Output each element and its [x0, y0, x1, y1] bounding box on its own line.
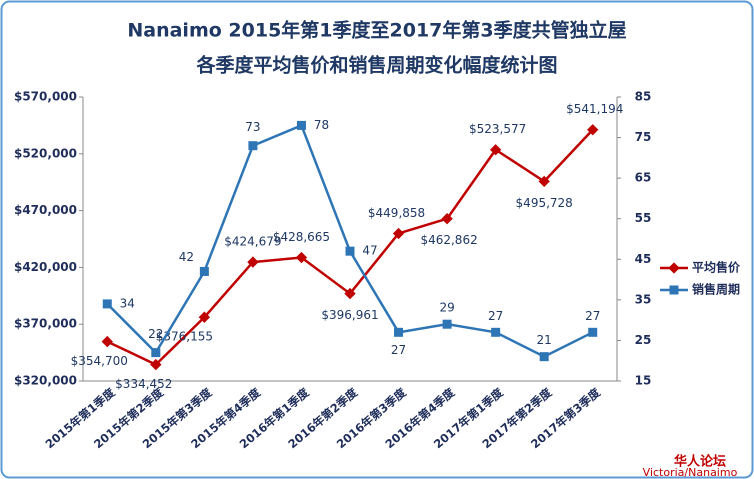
marker [588, 327, 598, 337]
chart-title: Nanaimo 2015年第1季度至2017年第3季度共管独立屋 [127, 19, 626, 42]
value-label: 29 [439, 301, 454, 315]
legend-label: 销售周期 [692, 282, 740, 297]
value-label: $449,858 [368, 206, 425, 220]
marker [247, 256, 259, 268]
marker [248, 141, 258, 151]
value-label: 42 [179, 250, 194, 264]
value-label: $376,155 [156, 330, 213, 344]
logo-text: 华人论坛 [674, 454, 726, 470]
value-label: $396,961 [321, 308, 378, 322]
marker [394, 327, 404, 337]
y2-tick-label: 35 [635, 292, 652, 306]
legend-marker [669, 285, 679, 295]
value-label: 78 [314, 118, 329, 132]
y-tick-label: $570,000 [14, 90, 77, 104]
value-label: 47 [362, 244, 377, 258]
y-tick-label: $520,000 [14, 146, 77, 160]
legend-marker [668, 262, 680, 274]
y2-tick-label: 15 [635, 374, 652, 388]
value-label: 34 [120, 296, 135, 310]
marker [344, 287, 356, 300]
value-label: $462,862 [420, 233, 477, 247]
value-label: $495,728 [516, 196, 573, 210]
marker [538, 175, 550, 188]
value-label: 27 [391, 343, 406, 357]
marker [489, 144, 502, 156]
y2-tick-label: 45 [635, 252, 652, 266]
y-tick-label: $420,000 [14, 260, 77, 274]
value-label: 27 [585, 309, 600, 323]
value-label: 22 [148, 327, 163, 341]
y2-tick-label: 85 [635, 90, 652, 104]
value-label: $541,194 [566, 102, 623, 116]
value-label: $354,700 [71, 354, 128, 368]
marker [151, 348, 161, 358]
logo-subtext: Victoria/Nanaimo [643, 466, 738, 479]
marker [345, 246, 355, 256]
y2-tick-label: 75 [635, 130, 652, 144]
marker [441, 213, 453, 225]
y2-tick-label: 65 [635, 171, 652, 185]
marker [198, 311, 211, 323]
marker [199, 266, 209, 276]
value-label: 27 [488, 309, 503, 323]
marker [491, 327, 501, 337]
value-label: 73 [245, 120, 260, 134]
marker [296, 120, 306, 130]
y2-tick-label: 55 [635, 211, 652, 225]
y-tick-label: $470,000 [14, 203, 77, 217]
legend-label: 平均售价 [692, 260, 741, 275]
marker [442, 319, 452, 329]
y-tick-label: $370,000 [14, 317, 77, 331]
y2-tick-label: 25 [635, 333, 652, 347]
value-label: $428,665 [273, 230, 330, 244]
value-label: $523,577 [469, 122, 526, 136]
marker [150, 358, 162, 371]
y-tick-label: $320,000 [14, 374, 77, 388]
marker [539, 352, 549, 362]
chart-subtitle: 各季度平均售价和销售周期变化幅度统计图 [195, 54, 557, 77]
value-label: 21 [537, 333, 552, 347]
value-label: $334,452 [115, 377, 172, 391]
value-label: $424,679 [224, 235, 281, 249]
marker [392, 227, 405, 240]
marker [102, 299, 112, 309]
